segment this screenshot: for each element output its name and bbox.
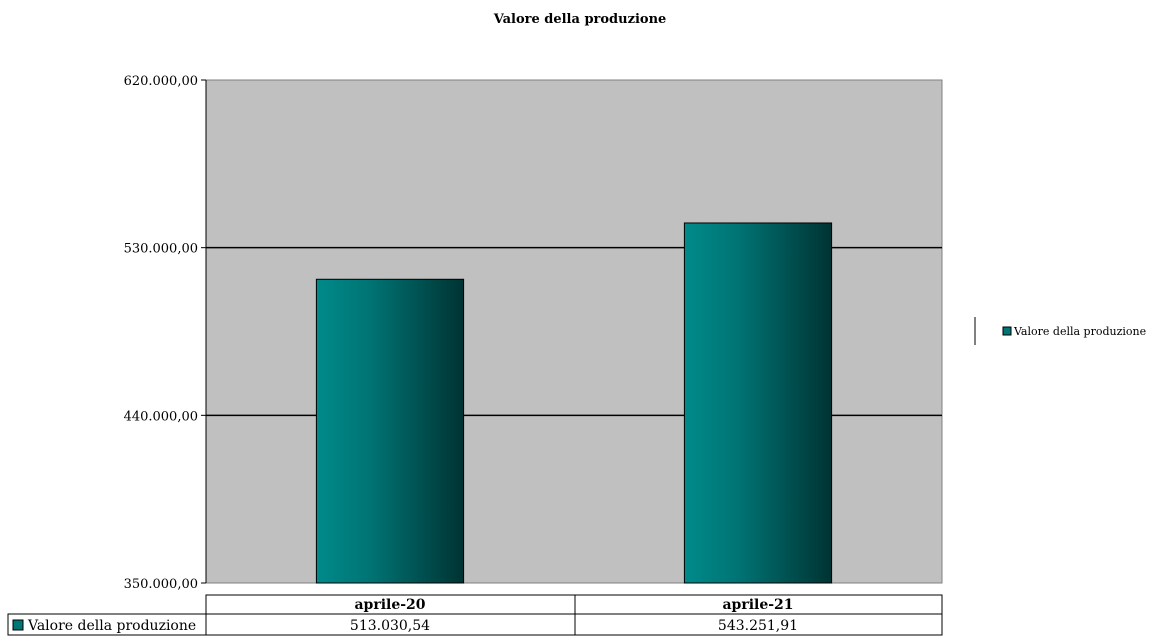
y-tick-label: 620.000,00 [124,74,198,89]
bar-aprile-20 [315,278,465,584]
data-table: Valore della produzione aprile-20 aprile… [7,594,943,636]
chart-title: Valore della produzione [493,12,667,27]
legend-label: Valore della produzione [1013,325,1146,338]
y-tick-label: 350.000,00 [124,577,198,592]
data-table-value-aprile-21: 543.251,91 [718,618,798,634]
y-tick-label: 440.000,00 [124,409,198,424]
data-table-series-cell [7,613,207,636]
legend: Valore della produzione [974,317,1146,345]
y-axis-ticks: 350.000,00 440.000,00 530.000,00 620.000,00 [124,74,206,592]
data-table-value-aprile-20: 513.030,54 [350,618,430,634]
category-label-aprile-20: aprile-20 [354,597,425,613]
data-table-series-name: Valore della produzione [27,618,196,634]
y-tick-label: 530.000,00 [124,242,198,257]
bar-aprile-21 [683,222,833,584]
legend-swatch [1002,326,1012,336]
category-label-aprile-21: aprile-21 [722,597,793,613]
bars [315,222,833,584]
data-table-series-swatch [12,619,24,631]
data-table-frame [205,594,943,636]
